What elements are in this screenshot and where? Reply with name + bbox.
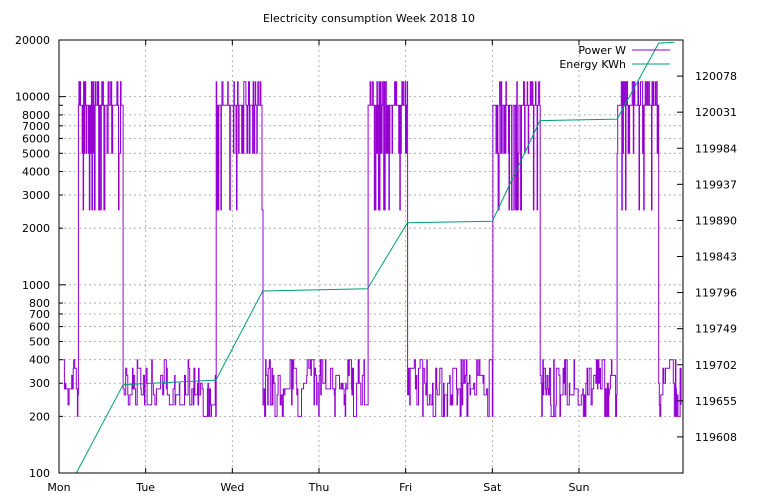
y-left-tick-label: 3000 (22, 189, 50, 202)
x-tick-label: Sun (569, 481, 590, 494)
y-left-tick-label: 100 (29, 467, 50, 480)
y-left-tick-label: 400 (29, 354, 50, 367)
series-energy-kwh-line (59, 41, 675, 473)
y-right-tick-label: 119796 (695, 287, 737, 300)
y-left-tick-label: 10000 (15, 91, 50, 104)
y-left-tick-label: 800 (29, 297, 50, 310)
y-left-tick-label: 5000 (22, 147, 50, 160)
grid-layer (59, 40, 683, 473)
y-left-tick-label: 7000 (22, 120, 50, 133)
y-left-tick-label: 1000 (22, 279, 50, 292)
y-left-tick-label: 20000 (15, 34, 50, 47)
y-right-tick-label: 120031 (695, 106, 737, 119)
y-right-tick-label: 119702 (695, 359, 737, 372)
y-left-tick-label: 600 (29, 321, 50, 334)
y-left-tick-label: 6000 (22, 132, 50, 145)
x-tick-label: Tue (135, 481, 155, 494)
y-right-tick-label: 119890 (695, 214, 737, 227)
y-right-tick-label: 120078 (695, 70, 737, 83)
y-left-tick-label: 500 (29, 335, 50, 348)
x-tick-label: Mon (47, 481, 70, 494)
axes-layer: Mon Tue Wed Thu Fri Sat Sun1002003004005006007… (15, 34, 737, 494)
x-tick-label: Sat (483, 481, 502, 494)
chart-title: Electricity consumption Week 2018 10 (263, 12, 475, 25)
y-left-tick-label: 2000 (22, 222, 50, 235)
y-left-tick-label: 700 (29, 308, 50, 321)
y-right-tick-label: 119984 (695, 142, 737, 155)
y-right-tick-label: 119749 (695, 323, 737, 336)
x-tick-label: Wed (220, 481, 244, 494)
y-right-tick-label: 119608 (695, 431, 737, 444)
legend-label: Power W (578, 44, 626, 57)
series-layer (59, 41, 682, 473)
x-tick-label: Fri (399, 481, 412, 494)
x-tick-label: Thu (308, 481, 330, 494)
plot-frame (58, 39, 684, 474)
y-right-tick-label: 119655 (695, 395, 737, 408)
legend-label: Energy KWh (559, 58, 626, 71)
y-right-tick-label: 119937 (695, 178, 737, 191)
y-left-tick-label: 300 (29, 377, 50, 390)
y-left-tick-label: 4000 (22, 166, 50, 179)
y-right-tick-label: 119843 (695, 251, 737, 264)
y-left-tick-label: 200 (29, 410, 50, 423)
series-power-w-line (63, 81, 682, 417)
y-left-tick-label: 8000 (22, 109, 50, 122)
